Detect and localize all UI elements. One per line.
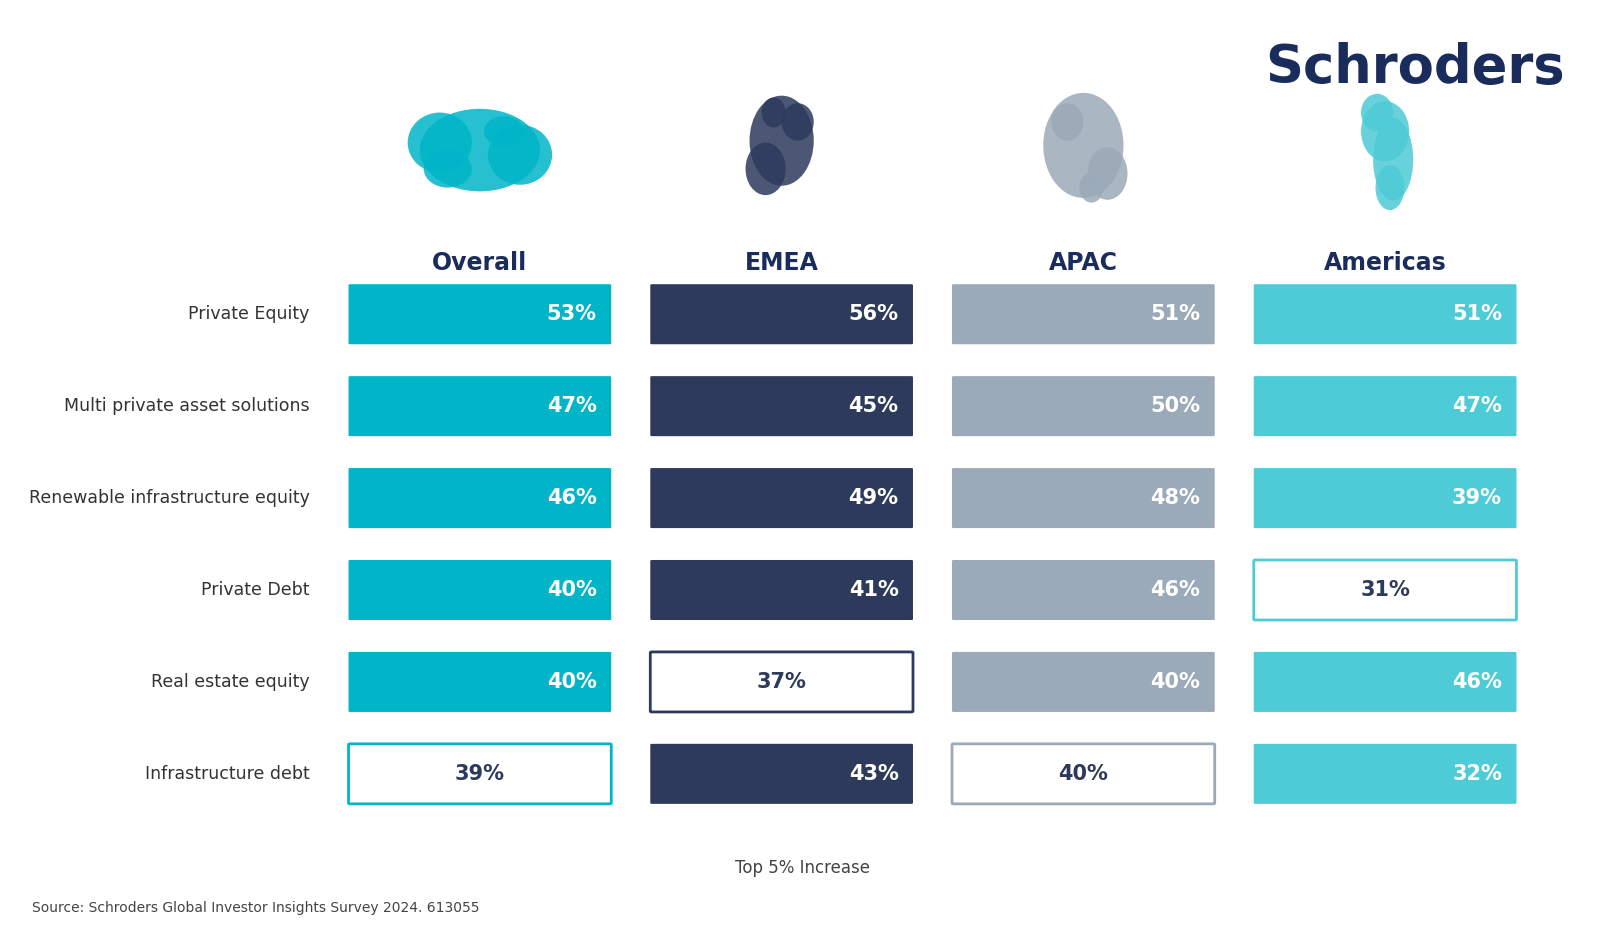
Text: 40%: 40%: [547, 672, 597, 692]
Text: 39%: 39%: [454, 764, 506, 784]
Text: 46%: 46%: [1151, 580, 1201, 600]
Text: 56%: 56%: [849, 304, 899, 325]
Text: Americas: Americas: [1324, 250, 1446, 275]
FancyBboxPatch shape: [650, 468, 913, 528]
Text: 53%: 53%: [547, 304, 597, 325]
Text: 46%: 46%: [1453, 672, 1502, 692]
Text: EMEA: EMEA: [745, 250, 819, 275]
FancyBboxPatch shape: [1254, 744, 1517, 804]
Text: Schroders: Schroders: [1265, 42, 1565, 94]
Text: Renewable infrastructure equity: Renewable infrastructure equity: [29, 489, 310, 507]
FancyBboxPatch shape: [650, 652, 913, 712]
Ellipse shape: [782, 103, 814, 141]
Ellipse shape: [1087, 147, 1127, 200]
Ellipse shape: [488, 125, 552, 185]
Text: Source: Schroders Global Investor Insights Survey 2024. 613055: Source: Schroders Global Investor Insigh…: [32, 900, 480, 915]
FancyBboxPatch shape: [348, 560, 612, 620]
Text: 45%: 45%: [849, 396, 899, 416]
FancyBboxPatch shape: [952, 652, 1215, 712]
Text: 48%: 48%: [1151, 488, 1201, 508]
Text: 43%: 43%: [849, 764, 899, 784]
FancyBboxPatch shape: [952, 560, 1215, 620]
Text: 50%: 50%: [1151, 396, 1201, 416]
FancyBboxPatch shape: [952, 376, 1215, 436]
Text: Private Equity: Private Equity: [188, 305, 310, 324]
Ellipse shape: [1051, 103, 1083, 141]
FancyBboxPatch shape: [952, 744, 1215, 804]
Text: 49%: 49%: [849, 488, 899, 508]
Text: 40%: 40%: [547, 580, 597, 600]
Text: 39%: 39%: [1453, 488, 1502, 508]
Ellipse shape: [485, 116, 523, 146]
Ellipse shape: [1079, 173, 1103, 203]
Text: 47%: 47%: [1453, 396, 1502, 416]
Text: Private Debt: Private Debt: [201, 581, 310, 599]
FancyBboxPatch shape: [348, 376, 612, 436]
FancyBboxPatch shape: [348, 744, 612, 804]
FancyBboxPatch shape: [1254, 376, 1517, 436]
Text: 51%: 51%: [1453, 304, 1502, 325]
Text: 32%: 32%: [1453, 764, 1502, 784]
Text: Infrastructure debt: Infrastructure debt: [144, 764, 310, 783]
Text: 47%: 47%: [547, 396, 597, 416]
FancyBboxPatch shape: [650, 744, 913, 804]
Text: Overall: Overall: [432, 250, 528, 275]
Ellipse shape: [1043, 93, 1124, 198]
Text: 40%: 40%: [1151, 672, 1201, 692]
Text: 41%: 41%: [849, 580, 899, 600]
FancyBboxPatch shape: [650, 560, 913, 620]
FancyBboxPatch shape: [1254, 284, 1517, 344]
FancyBboxPatch shape: [1254, 652, 1517, 712]
Ellipse shape: [745, 143, 786, 195]
Ellipse shape: [1361, 94, 1393, 131]
Text: 31%: 31%: [1359, 580, 1411, 600]
Ellipse shape: [762, 98, 786, 128]
Text: 46%: 46%: [547, 488, 597, 508]
Ellipse shape: [750, 96, 814, 186]
FancyBboxPatch shape: [952, 468, 1215, 528]
Text: Real estate equity: Real estate equity: [151, 673, 310, 691]
Text: APAC: APAC: [1050, 250, 1117, 275]
Ellipse shape: [424, 150, 472, 188]
Text: 51%: 51%: [1151, 304, 1201, 325]
FancyBboxPatch shape: [650, 284, 913, 344]
Text: Multi private asset solutions: Multi private asset solutions: [64, 397, 310, 416]
Text: Top 5% Increase: Top 5% Increase: [735, 858, 870, 877]
FancyBboxPatch shape: [650, 376, 913, 436]
Ellipse shape: [408, 113, 472, 173]
FancyBboxPatch shape: [348, 468, 612, 528]
Ellipse shape: [1374, 118, 1414, 201]
FancyBboxPatch shape: [1254, 468, 1517, 528]
Text: 37%: 37%: [756, 672, 807, 692]
Ellipse shape: [421, 109, 539, 191]
Text: 40%: 40%: [1058, 764, 1109, 784]
FancyBboxPatch shape: [1254, 560, 1517, 620]
Ellipse shape: [1375, 165, 1404, 210]
FancyBboxPatch shape: [348, 652, 612, 712]
FancyBboxPatch shape: [952, 284, 1215, 344]
FancyBboxPatch shape: [348, 284, 612, 344]
Ellipse shape: [1361, 101, 1409, 161]
